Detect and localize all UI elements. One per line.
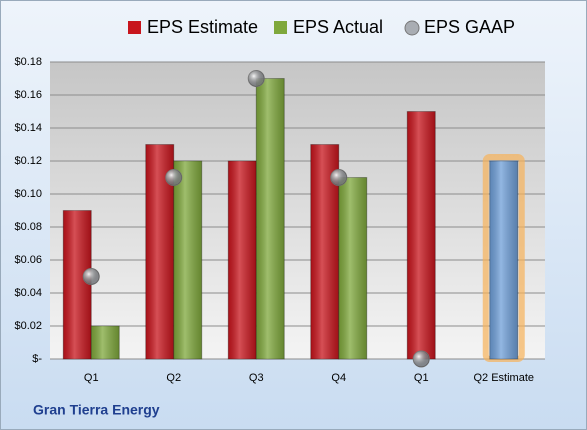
gaap-gloss [165, 169, 182, 186]
gaap-gloss [413, 351, 430, 367]
gaap-gloss [83, 268, 100, 285]
bar-gloss [338, 177, 367, 359]
legend-label: EPS GAAP [424, 17, 515, 37]
y-tick-label: $0.06 [14, 254, 42, 266]
bar-gloss [228, 161, 257, 359]
y-tick-label: $0.10 [14, 188, 42, 200]
x-tick-label: Q1 [84, 372, 99, 384]
legend-swatch [274, 21, 287, 34]
plot-area [50, 62, 545, 359]
y-tick-label: $0.16 [14, 89, 42, 101]
bar-gloss [173, 161, 202, 359]
footer: Gran Tierra Energy [33, 402, 160, 418]
bar-gloss [489, 161, 518, 359]
y-tick-label: $- [32, 353, 42, 365]
legend-swatch [128, 21, 141, 34]
x-tick-label: Q2 Estimate [473, 372, 534, 384]
legend-label: EPS Estimate [147, 17, 258, 37]
gaap-gloss [248, 70, 265, 87]
y-tick-label: $0.12 [14, 155, 42, 167]
y-tick-label: $0.18 [14, 56, 42, 68]
bar-gloss [63, 210, 92, 359]
x-tick-label: Q1 [414, 372, 429, 384]
y-tick-label: $0.02 [14, 320, 42, 332]
y-tick-label: $0.08 [14, 221, 42, 233]
bar-gloss [256, 78, 285, 359]
gaap-gloss [330, 169, 347, 186]
legend-label: EPS Actual [293, 17, 383, 37]
bar-gloss [91, 326, 120, 359]
y-tick-label: $0.04 [14, 287, 42, 299]
legend-marker [404, 20, 420, 36]
x-tick-label: Q3 [249, 372, 264, 384]
bar-gloss [407, 111, 436, 359]
x-tick-label: Q4 [331, 372, 346, 384]
x-tick-label: Q2 [166, 372, 181, 384]
y-tick-label: $0.14 [14, 122, 42, 134]
